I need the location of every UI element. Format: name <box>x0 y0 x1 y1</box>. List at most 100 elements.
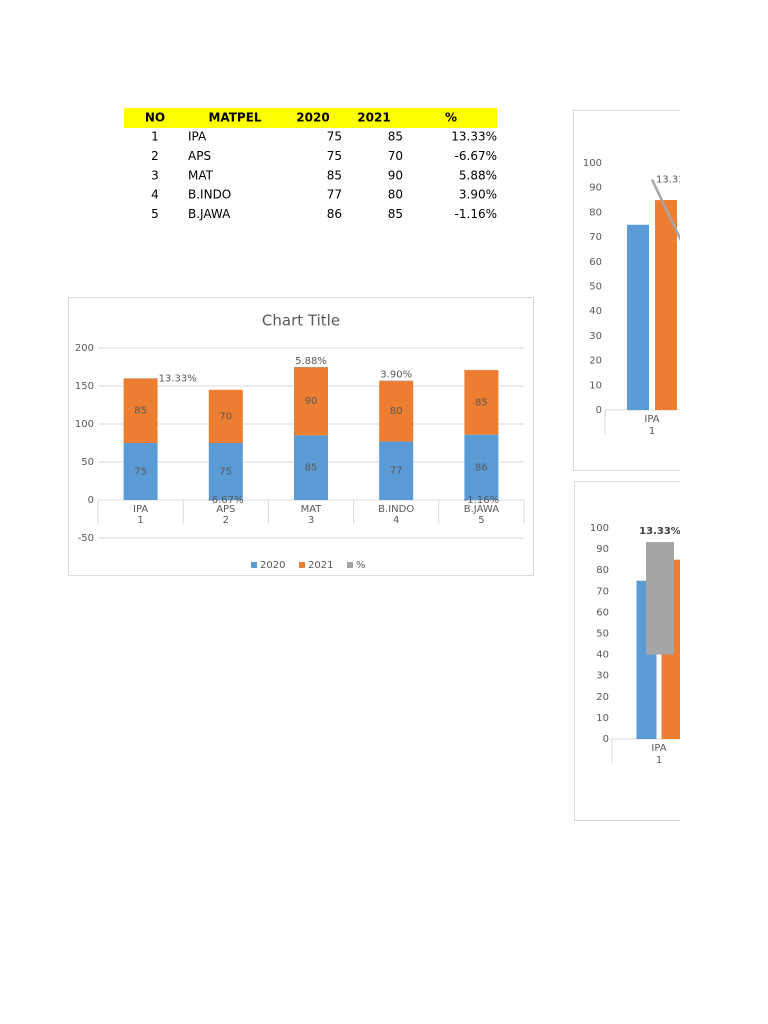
data-label: 75 <box>219 467 232 478</box>
bar-segment <box>123 378 158 379</box>
y-tick-label: 200 <box>75 343 94 354</box>
y-tick-label: 0 <box>596 405 602 416</box>
table-cell: 85 <box>327 168 342 182</box>
data-label: 13.33% <box>656 174 694 185</box>
data-label: -1.16% <box>464 495 499 506</box>
chart: 0102030405060708090100IPA1APS2MAT3B.INDO… <box>590 523 768 766</box>
bar <box>731 581 751 739</box>
legend-swatch <box>299 562 305 568</box>
legend-label: 2020 <box>260 560 285 571</box>
y-tick-label: 50 <box>81 457 94 468</box>
bar-segment <box>379 441 414 500</box>
table-header: % <box>445 111 457 125</box>
x-tick-label: B.INDO <box>378 504 414 515</box>
table-cell: IPA <box>188 130 207 144</box>
legend-swatch <box>251 562 257 568</box>
data-label: -6.67% <box>750 372 768 383</box>
table-cell: 70 <box>388 149 403 163</box>
table-cell: 75 <box>327 149 342 163</box>
x-tick-sublabel: 1 <box>656 755 662 766</box>
y-tick-label: 40 <box>596 650 609 661</box>
y-tick-label: 40 <box>589 306 602 317</box>
bar-segment <box>379 380 414 382</box>
bar-segment <box>208 389 243 443</box>
data-label: 3.90% <box>380 370 412 381</box>
data-label: 85 <box>475 397 488 408</box>
y-tick-label: 0 <box>88 495 94 506</box>
y-tick-label: 50 <box>589 282 602 293</box>
table-cell: 86 <box>327 207 342 221</box>
x-tick-sublabel: 2 <box>223 515 229 526</box>
bar <box>646 542 674 655</box>
table-cell: 2 <box>151 149 159 163</box>
y-tick-label: 80 <box>596 565 609 576</box>
y-tick-label: 100 <box>583 158 602 169</box>
bar-segment <box>208 443 243 500</box>
y-tick-label: 0 <box>603 734 609 745</box>
bar-segment <box>208 500 243 501</box>
y-tick-label: 50 <box>596 629 609 640</box>
bar-segment <box>464 500 499 501</box>
table-header: 2021 <box>357 111 390 125</box>
bar-segment <box>464 370 499 435</box>
table-cell: 1 <box>151 130 159 144</box>
bar-segment <box>123 443 158 500</box>
bar-segment <box>379 380 414 442</box>
bar-segment <box>464 434 499 500</box>
y-tick-label: 100 <box>75 419 94 430</box>
y-tick-label: -50 <box>78 533 94 544</box>
legend-label: 2021 <box>308 560 333 571</box>
bar-segment <box>294 435 328 500</box>
chart-title: Chart Title <box>262 312 340 330</box>
table-cell: B.INDO <box>188 188 231 202</box>
data-label: -6.67% <box>735 639 768 650</box>
table-cell: 3.90% <box>459 188 497 202</box>
y-tick-label: 20 <box>589 356 602 367</box>
y-tick-label: 60 <box>589 257 602 268</box>
data-label: -6.67% <box>208 495 243 506</box>
table-header: MATPEL <box>208 111 261 125</box>
table-cell: 5 <box>151 207 159 221</box>
legend-label: % <box>356 560 366 571</box>
table-cell: 75 <box>327 130 342 144</box>
table-header: 2020 <box>296 111 329 125</box>
x-tick-sublabel: 4 <box>393 515 399 526</box>
x-tick-label: B.JAWA <box>464 504 499 515</box>
chart: 0102030405060708090100IPA1APS2MAT3B.INDO… <box>583 158 768 437</box>
x-tick-sublabel: 2 <box>743 426 749 437</box>
y-tick-label: 10 <box>596 713 609 724</box>
data-label: 13.33% <box>159 373 197 384</box>
table-cell: 5.88% <box>459 168 497 182</box>
x-tick-label: IPA <box>644 414 659 425</box>
data-label: 5.88% <box>295 356 327 367</box>
y-tick-label: 30 <box>589 331 602 342</box>
data-label: 90 <box>305 396 318 407</box>
x-tick-label: IPA <box>651 743 666 754</box>
table-cell: APS <box>188 149 211 163</box>
x-tick-sublabel: 2 <box>750 755 756 766</box>
y-tick-label: 150 <box>75 381 94 392</box>
x-tick-sublabel: 3 <box>308 515 314 526</box>
table-cell: 85 <box>388 130 403 144</box>
data-label: 70 <box>219 411 232 422</box>
bar-segment <box>294 367 328 436</box>
y-tick-label: 70 <box>589 232 602 243</box>
x-tick-sublabel: 1 <box>649 426 655 437</box>
bar <box>721 225 743 410</box>
x-tick-label: APS <box>736 414 755 425</box>
y-tick-label: 30 <box>596 671 609 682</box>
bar-segment <box>294 366 328 368</box>
x-tick-label: MAT <box>301 504 323 515</box>
x-tick-label: APS <box>216 504 235 515</box>
table-header: NO <box>145 111 165 125</box>
bar <box>740 655 768 711</box>
bar <box>655 200 677 410</box>
y-tick-label: 90 <box>596 544 609 555</box>
x-tick-label: APS <box>743 743 762 754</box>
table-cell: -6.67% <box>455 149 497 163</box>
y-tick-label: 90 <box>589 183 602 194</box>
table-cell: 90 <box>388 168 403 182</box>
